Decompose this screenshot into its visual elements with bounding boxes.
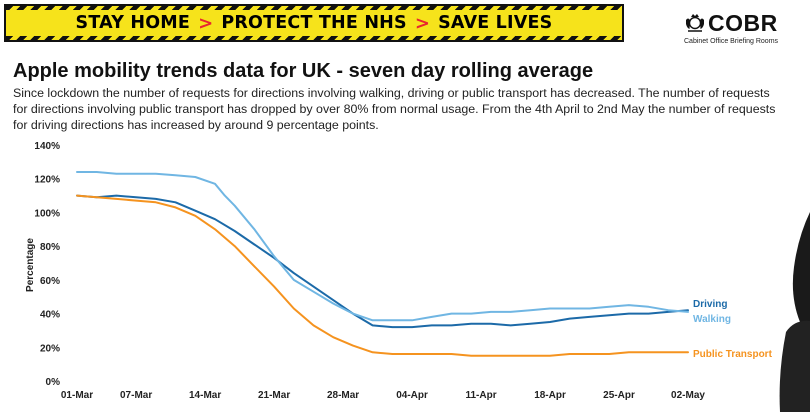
cobr-subtitle: Cabinet Office Briefing Rooms [684,38,779,45]
series-label-walking: Walking [693,314,731,325]
y-tick-label: 100% [34,208,60,219]
series-line-walking [76,171,689,322]
x-tick-label: 18-Apr [534,390,566,401]
hazard-stripe-top [6,6,622,10]
y-axis: 0% 20% 40% 60% 80% 100% 120% 140% Percentage [25,141,60,388]
chevron-right-icon: > [198,12,214,34]
y-tick-label: 80% [40,242,60,253]
slogan-save-lives: SAVE LIVES [438,13,553,33]
series-label-driving: Driving [693,299,727,310]
x-tick-label: 11-Apr [465,390,496,401]
x-tick-label: 02-May [671,390,705,401]
slogan-protect-nhs: PROTECT THE NHS [221,13,407,33]
y-axis-label: Percentage [25,238,36,292]
hazard-stripe-bottom [6,36,622,40]
y-tick-label: 20% [40,343,60,354]
x-tick-label: 01-Mar [61,390,93,401]
presenter-silhouette [779,212,810,412]
series-lines [76,171,689,357]
slogan-banner: STAY HOME > PROTECT THE NHS > SAVE LIVES [4,4,624,42]
series-line-driving [76,194,689,329]
series-labels: Driving Walking Public Transport [693,299,773,360]
series-line-public-transport [76,194,689,357]
series-label-public-transport: Public Transport [693,349,773,360]
slogan-stay-home: STAY HOME [75,13,191,33]
chevron-right-icon: > [414,12,431,34]
x-axis: 01-Mar 07-Mar 14-Mar 21-Mar 28-Mar 04-Apr 11-A… [61,390,706,401]
y-tick-label: 0% [46,377,61,388]
cobr-wordmark: COBR [708,10,778,36]
x-tick-label: 07-Mar [120,390,152,401]
royal-crest-icon [686,14,704,32]
y-tick-label: 120% [34,175,60,186]
y-tick-label: 40% [40,310,60,321]
x-tick-label: 28-Mar [327,390,359,401]
cobr-logo: COBR Cabinet Office Briefing Rooms [684,10,796,50]
x-tick-label: 14-Mar [189,390,221,401]
x-tick-label: 21-Mar [258,390,290,401]
x-tick-label: 04-Apr [396,390,428,401]
page-title: Apple mobility trends data for UK - seve… [13,60,594,82]
y-tick-label: 60% [40,276,60,287]
chart-description: Since lockdown the number of requests fo… [13,86,776,132]
y-tick-label: 140% [34,141,60,152]
x-tick-label: 25-Apr [603,390,635,401]
